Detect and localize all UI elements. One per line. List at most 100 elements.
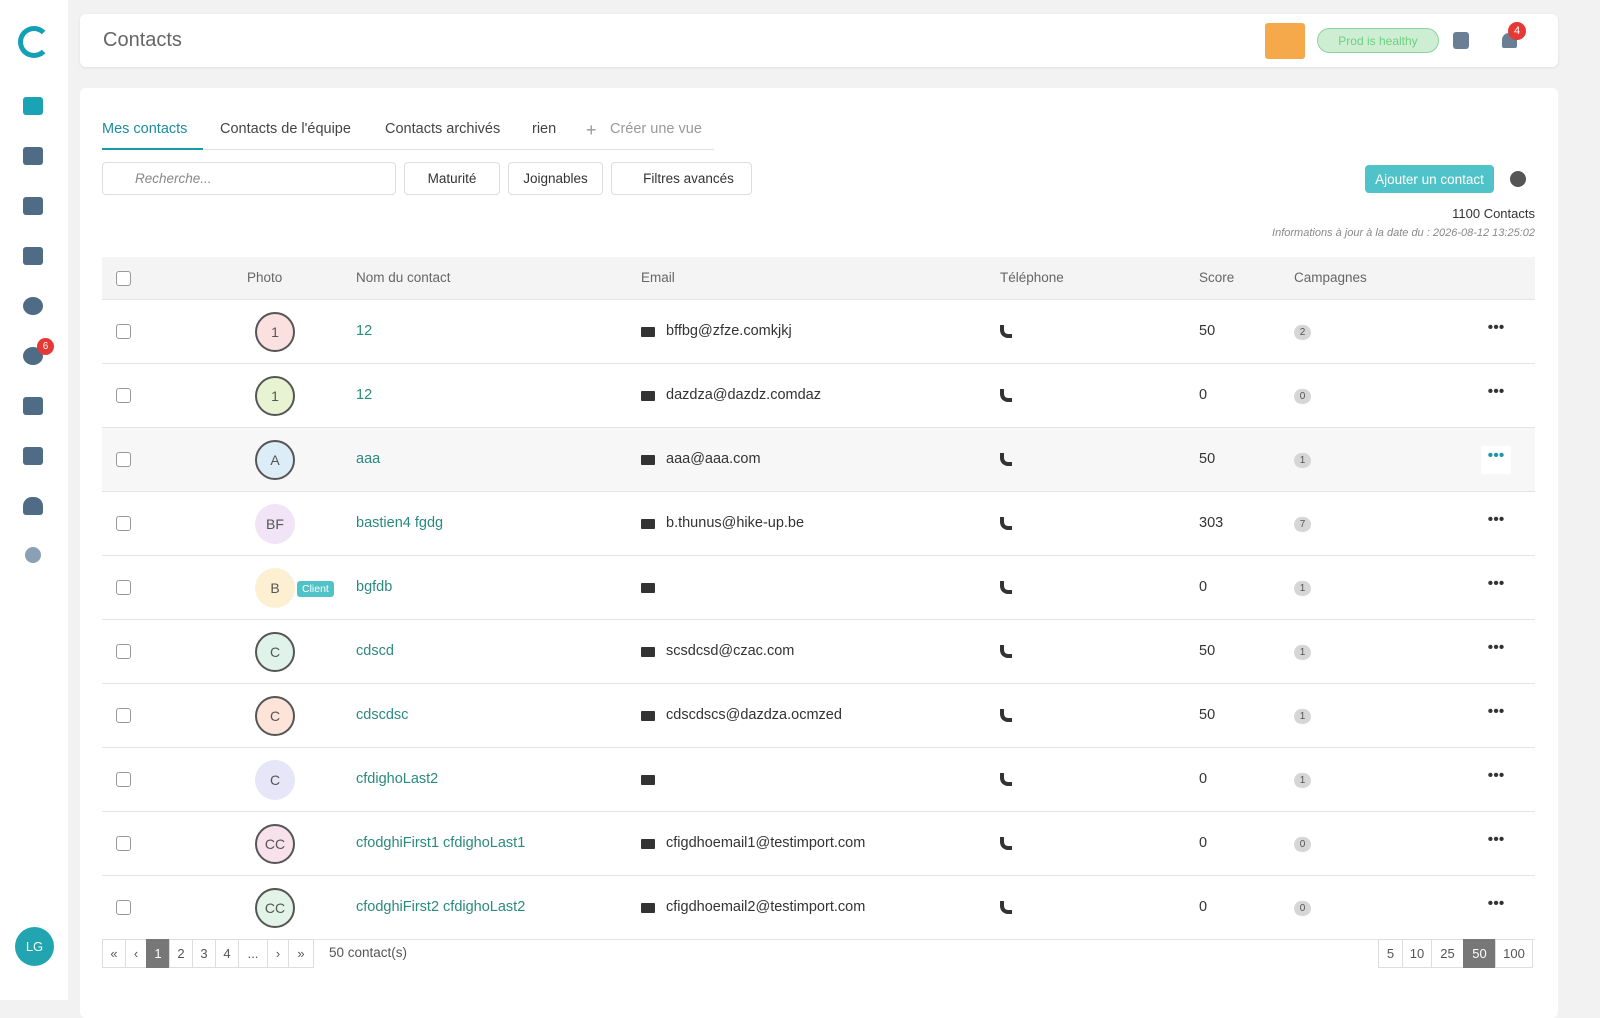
contact-name[interactable]: 12: [356, 323, 373, 339]
create-view[interactable]: Créer une vue: [610, 121, 702, 137]
table-row: 1 12 bffbg@zfze.comkjkj 50 2 •••: [102, 300, 1535, 364]
contact-name[interactable]: cfodghiFirst2 cfdighoLast2: [356, 899, 526, 915]
nav-dashboard[interactable]: [23, 497, 43, 515]
contact-name[interactable]: aaa: [356, 451, 381, 467]
tab[interactable]: Contacts archivés: [385, 121, 501, 137]
row-checkbox[interactable]: [116, 516, 131, 531]
tab[interactable]: Contacts de l'équipe: [220, 121, 351, 137]
row-checkbox[interactable]: [116, 580, 131, 595]
row-checkbox[interactable]: [116, 708, 131, 723]
notification-count: 4: [1508, 22, 1526, 40]
contact-name[interactable]: cfodghiFirst1 cfdighoLast1: [356, 835, 526, 851]
logo[interactable]: [18, 26, 50, 58]
row-actions[interactable]: •••: [1487, 767, 1505, 784]
row-actions[interactable]: •••: [1487, 639, 1505, 656]
contact-avatar: BF: [255, 504, 295, 544]
page-button[interactable]: »: [288, 939, 314, 968]
nav-web[interactable]: [23, 297, 43, 315]
campaign-count: 0: [1294, 901, 1311, 916]
contact-name[interactable]: 12: [356, 387, 373, 403]
contact-name[interactable]: bastien4 fgdg: [356, 515, 444, 531]
filter-advanced[interactable]: Filtres avancés: [611, 162, 752, 195]
contact-name[interactable]: bgfdb: [356, 579, 393, 595]
table-row: CC cfodghiFirst2 cfdighoLast2 cfigdhoemail…: [102, 876, 1535, 940]
row-actions[interactable]: •••: [1487, 831, 1505, 848]
email-icon: [641, 839, 655, 849]
phone-icon: [1000, 517, 1012, 530]
search-input[interactable]: Recherche...: [102, 162, 396, 195]
page-size-button[interactable]: 25: [1431, 939, 1464, 968]
phone-icon: [1000, 709, 1012, 722]
nav-tasks[interactable]: [23, 397, 43, 415]
page-size-button[interactable]: 10: [1402, 939, 1432, 968]
page-button[interactable]: ...: [238, 939, 268, 968]
settings-button[interactable]: [1510, 171, 1526, 187]
row-checkbox[interactable]: [116, 836, 131, 851]
page-size-button[interactable]: 5: [1378, 939, 1403, 968]
page-button[interactable]: 4: [215, 939, 239, 968]
warning-button[interactable]: [1265, 23, 1305, 59]
nav-campaigns[interactable]: [23, 197, 43, 215]
nav-contacts[interactable]: [23, 97, 43, 115]
contact-avatar: C: [255, 760, 295, 800]
user-avatar[interactable]: LG: [15, 927, 54, 966]
contact-avatar: C: [255, 696, 295, 736]
email-icon: [641, 647, 655, 657]
contact-score: 50: [1199, 323, 1216, 339]
campaign-count: 0: [1294, 837, 1311, 852]
row-actions[interactable]: •••: [1481, 446, 1511, 474]
table-header: Photo Nom du contact Email Téléphone Score Ca…: [102, 257, 1535, 300]
page-button[interactable]: ‹: [125, 939, 147, 968]
row-checkbox[interactable]: [116, 900, 131, 915]
row-actions[interactable]: •••: [1487, 575, 1505, 592]
contact-name[interactable]: cfdighoLast2: [356, 771, 439, 787]
nav-files[interactable]: [23, 447, 43, 465]
row-checkbox[interactable]: [116, 644, 131, 659]
page-button[interactable]: 1: [146, 939, 170, 968]
tab[interactable]: rien: [532, 121, 557, 137]
filter-reachable[interactable]: Joignables: [508, 162, 603, 195]
contact-name[interactable]: cdscd: [356, 643, 394, 659]
row-actions[interactable]: •••: [1487, 895, 1505, 912]
contact-avatar: 1: [255, 312, 295, 352]
row-checkbox[interactable]: [116, 772, 131, 787]
sidebar: 6 LG: [0, 0, 68, 1000]
select-all[interactable]: [116, 271, 131, 286]
filter-maturity[interactable]: Maturité: [404, 162, 500, 195]
tab[interactable]: Mes contacts: [102, 121, 188, 137]
row-actions[interactable]: •••: [1487, 319, 1505, 336]
nav-settings[interactable]: [25, 547, 41, 563]
page-button[interactable]: «: [102, 939, 126, 968]
column-header: Score: [1199, 270, 1235, 285]
row-checkbox[interactable]: [116, 452, 131, 467]
contact-email: cfigdhoemail2@testimport.com: [666, 899, 866, 915]
phone-icon: [1000, 581, 1012, 594]
contact-name[interactable]: cdscdsc: [356, 707, 409, 723]
email-icon: [641, 455, 655, 465]
page-size-button[interactable]: 50: [1463, 939, 1496, 968]
page-button[interactable]: ›: [267, 939, 289, 968]
contact-email: aaa@aaa.com: [666, 451, 761, 467]
row-checkbox[interactable]: [116, 324, 131, 339]
contact-email: bffbg@zfze.comkjkj: [666, 323, 792, 339]
row-actions[interactable]: •••: [1487, 383, 1505, 400]
row-actions[interactable]: •••: [1487, 703, 1505, 720]
contact-email: cdscdscs@dazdza.ocmzed: [666, 707, 842, 723]
display-menu[interactable]: [1453, 32, 1469, 49]
add-contact[interactable]: Ajouter un contact: [1365, 165, 1494, 193]
nav-lists[interactable]: [23, 247, 43, 265]
active-tab-underline: [102, 148, 203, 150]
contact-score: 50: [1199, 707, 1216, 723]
contact-tag: Client: [297, 581, 334, 597]
contact-email: dazdza@dazdz.comdaz: [666, 387, 821, 403]
row-actions[interactable]: •••: [1487, 511, 1505, 528]
contact-score: 303: [1199, 515, 1224, 531]
row-checkbox[interactable]: [116, 388, 131, 403]
nav-stats[interactable]: [23, 147, 43, 165]
page-button[interactable]: 3: [192, 939, 216, 968]
page-size-button[interactable]: 100: [1495, 939, 1533, 968]
page-button[interactable]: 2: [169, 939, 193, 968]
column-header: Téléphone: [1000, 270, 1064, 285]
